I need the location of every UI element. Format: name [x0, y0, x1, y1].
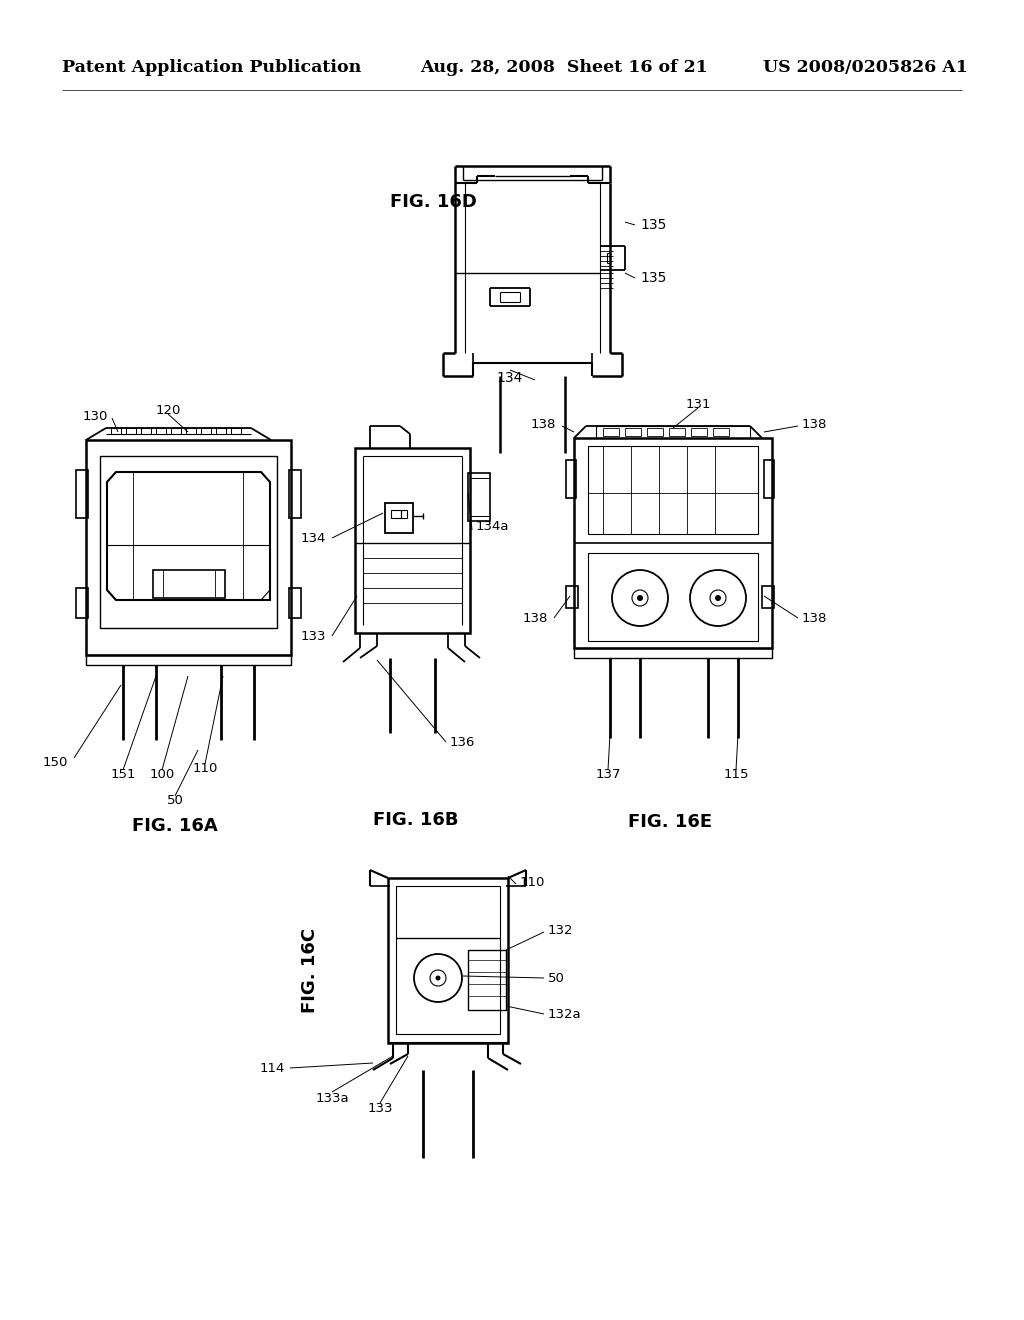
Bar — [588, 446, 758, 535]
Bar — [396, 886, 500, 1034]
Bar — [762, 586, 774, 609]
Bar — [391, 510, 401, 517]
Bar — [468, 950, 506, 1010]
Text: 50: 50 — [167, 793, 183, 807]
Text: 134: 134 — [497, 371, 523, 385]
Bar — [201, 428, 211, 434]
Bar — [596, 426, 750, 438]
Text: 134: 134 — [301, 532, 326, 544]
Text: 110: 110 — [193, 762, 218, 775]
Bar — [186, 428, 196, 434]
Bar — [141, 428, 151, 434]
Bar — [76, 470, 88, 517]
Text: Patent Application Publication: Patent Application Publication — [62, 59, 361, 77]
Text: 136: 136 — [450, 735, 475, 748]
Text: FIG. 16A: FIG. 16A — [132, 817, 218, 836]
Text: 151: 151 — [111, 768, 136, 781]
Text: 133: 133 — [368, 1101, 393, 1114]
Bar — [216, 428, 226, 434]
Bar — [126, 428, 136, 434]
Text: FIG. 16D: FIG. 16D — [390, 193, 477, 211]
Text: 133: 133 — [300, 630, 326, 643]
Bar — [289, 470, 301, 517]
Bar — [625, 428, 641, 436]
Bar — [388, 878, 508, 1043]
Bar — [171, 428, 181, 434]
Text: 120: 120 — [156, 404, 180, 417]
Text: FIG. 16C: FIG. 16C — [301, 928, 319, 1012]
Bar — [603, 428, 618, 436]
Bar — [691, 428, 707, 436]
Text: US 2008/0205826 A1: US 2008/0205826 A1 — [763, 59, 968, 77]
Text: 110: 110 — [520, 875, 546, 888]
Bar — [76, 587, 88, 618]
Bar — [574, 648, 772, 657]
Circle shape — [435, 975, 440, 981]
Text: 134a: 134a — [476, 520, 510, 532]
Text: 132a: 132a — [548, 1007, 582, 1020]
Text: Aug. 28, 2008  Sheet 16 of 21: Aug. 28, 2008 Sheet 16 of 21 — [420, 59, 708, 77]
Text: 114: 114 — [260, 1061, 285, 1074]
Bar — [385, 503, 413, 533]
Bar — [669, 428, 685, 436]
Bar — [86, 655, 291, 665]
Bar — [355, 447, 470, 634]
Bar — [156, 428, 166, 434]
Text: 135: 135 — [640, 271, 667, 285]
Text: 138: 138 — [802, 611, 827, 624]
Bar — [289, 587, 301, 618]
Bar — [401, 510, 407, 517]
Bar — [468, 473, 490, 521]
Bar — [153, 570, 225, 598]
Text: 132: 132 — [548, 924, 573, 936]
Bar — [764, 459, 774, 498]
Bar — [111, 428, 121, 434]
Text: 115: 115 — [723, 768, 749, 781]
Text: 137: 137 — [595, 768, 621, 781]
Bar — [100, 455, 278, 628]
Text: 138: 138 — [522, 611, 548, 624]
Bar — [566, 586, 578, 609]
Circle shape — [637, 595, 643, 601]
Bar — [713, 428, 729, 436]
Text: 150: 150 — [43, 755, 68, 768]
Text: 135: 135 — [640, 218, 667, 232]
Text: 130: 130 — [83, 409, 108, 422]
Text: FIG. 16B: FIG. 16B — [374, 810, 459, 829]
Text: FIG. 16E: FIG. 16E — [628, 813, 712, 832]
Bar — [647, 428, 663, 436]
Text: 131: 131 — [685, 397, 711, 411]
Bar — [86, 440, 291, 655]
Text: 138: 138 — [530, 417, 556, 430]
Bar — [574, 438, 772, 648]
Text: 138: 138 — [802, 417, 827, 430]
Bar — [566, 459, 575, 498]
Bar — [231, 428, 241, 434]
Circle shape — [715, 595, 721, 601]
Text: 50: 50 — [548, 972, 565, 985]
Text: 133a: 133a — [315, 1092, 349, 1105]
Bar — [588, 553, 758, 642]
Text: 100: 100 — [150, 768, 175, 781]
